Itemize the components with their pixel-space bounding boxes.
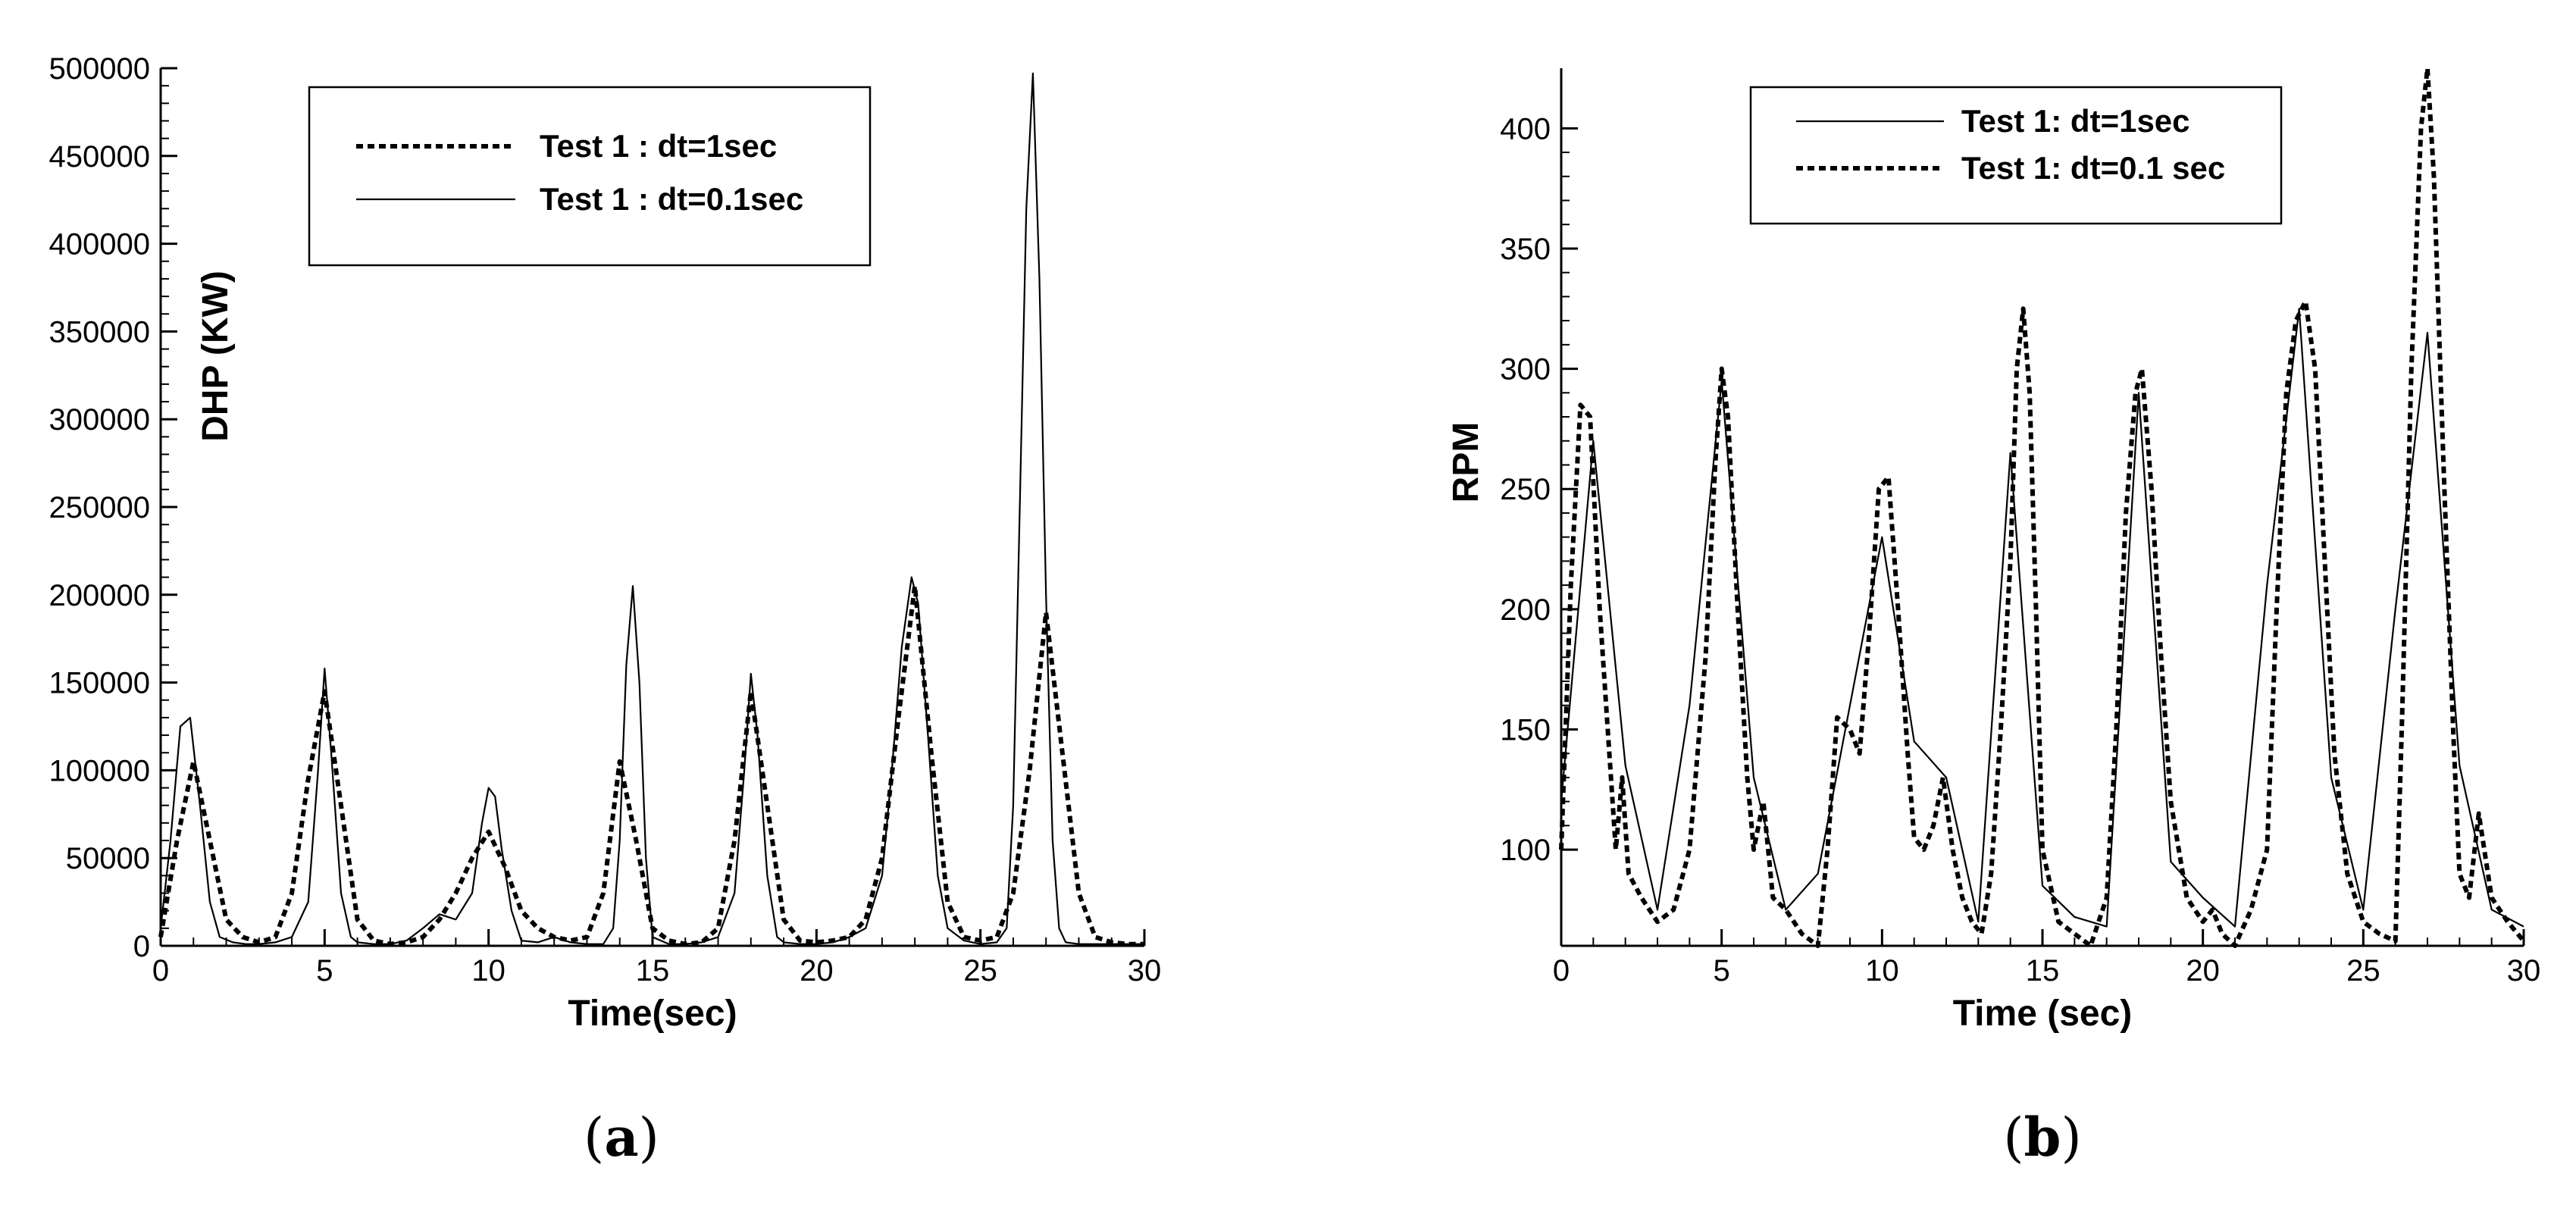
panel-b-x-tick-label: 0 [1553, 954, 1570, 987]
panel-b-y-tick-label: 400 [1500, 112, 1551, 146]
panel-a-y-tick-label: 500000 [49, 52, 150, 86]
panel-b-x-tick-label: 5 [1714, 954, 1730, 987]
chart-panel-b: 0 5 10 15 20 25 30 100 150 200 250 300 350 400 Time (s… [1446, 66, 2541, 1169]
panel-a-series-solid-line [159, 72, 1144, 945]
panel-a-y-tick-label: 50000 [66, 842, 150, 875]
panel-b-legend-entry: Test 1: dt=1sec [1961, 103, 2190, 139]
panel-a-x-tick-label: 5 [316, 954, 333, 987]
panel-b-legend-box [1749, 86, 2283, 225]
panel-a-y-tick-label: 300000 [49, 403, 150, 437]
chart-panel-a: 0 5 10 15 20 25 30 0 50000 100000 150000 200000 2500… [49, 52, 1162, 1169]
panel-a-legend-box [308, 86, 872, 267]
panel-a-y-axis-label: DHP (KW) [196, 271, 236, 442]
panel-b-x-tick-label: 25 [2346, 954, 2380, 987]
panel-b-y-tick-label: 100 [1500, 834, 1551, 867]
panel-a-series-dotted-line [158, 584, 1144, 947]
panel-a-legend-entry: Test 1 : dt=0.1sec [540, 181, 803, 217]
panel-b-x-tick-label: 10 [1865, 954, 1899, 987]
panel-b-y-axis-label: RPM [1446, 422, 1486, 503]
panel-a-y-tick-label: 400000 [49, 228, 150, 261]
panel-a-label: (a) [584, 1106, 659, 1169]
panel-a-y-tick-label: 0 [133, 930, 150, 963]
panel-b-y-tick-label: 250 [1500, 473, 1551, 506]
panel-b-y-tick-label: 300 [1500, 353, 1551, 387]
panel-b-x-axis-label: Time (sec) [1953, 994, 2133, 1034]
panel-b-legend-entry: Test 1: dt=0.1 sec [1961, 150, 2225, 186]
panel-a-y-tick-label: 200000 [49, 579, 150, 612]
panel-a-y-tick-label: 150000 [49, 667, 150, 700]
panel-a-y-tick-label: 350000 [49, 315, 150, 349]
panel-a-legend-entry: Test 1 : dt=1sec [540, 128, 777, 164]
panel-a-y-tick-label: 100000 [49, 754, 150, 787]
panel-a-x-tick-label: 20 [800, 954, 834, 987]
panel-b-x-tick-label: 20 [2186, 954, 2220, 987]
panel-b-y-tick-label: 150 [1500, 713, 1551, 746]
panel-a-y-tick-label: 450000 [49, 140, 150, 174]
panel-a-y-tick-label: 250000 [49, 491, 150, 524]
panel-a-x-tick-label: 10 [471, 954, 505, 987]
panel-b-x-tick-label: 30 [2507, 954, 2541, 987]
panel-a-x-tick-label: 25 [963, 954, 997, 987]
panel-a-x-axis-label: Time(sec) [568, 994, 737, 1034]
panel-b-series-dotted-line [1559, 66, 2526, 948]
panel-a-x-tick-label: 30 [1128, 954, 1162, 987]
panel-b-y-tick-label: 350 [1500, 233, 1551, 266]
panel-b-label: (b) [2003, 1106, 2082, 1169]
panel-a-x-tick-label: 0 [152, 954, 169, 987]
panel-a-x-tick-label: 15 [636, 954, 670, 987]
panel-b-y-tick-label: 200 [1500, 593, 1551, 627]
panel-b-x-tick-label: 15 [2026, 954, 2060, 987]
